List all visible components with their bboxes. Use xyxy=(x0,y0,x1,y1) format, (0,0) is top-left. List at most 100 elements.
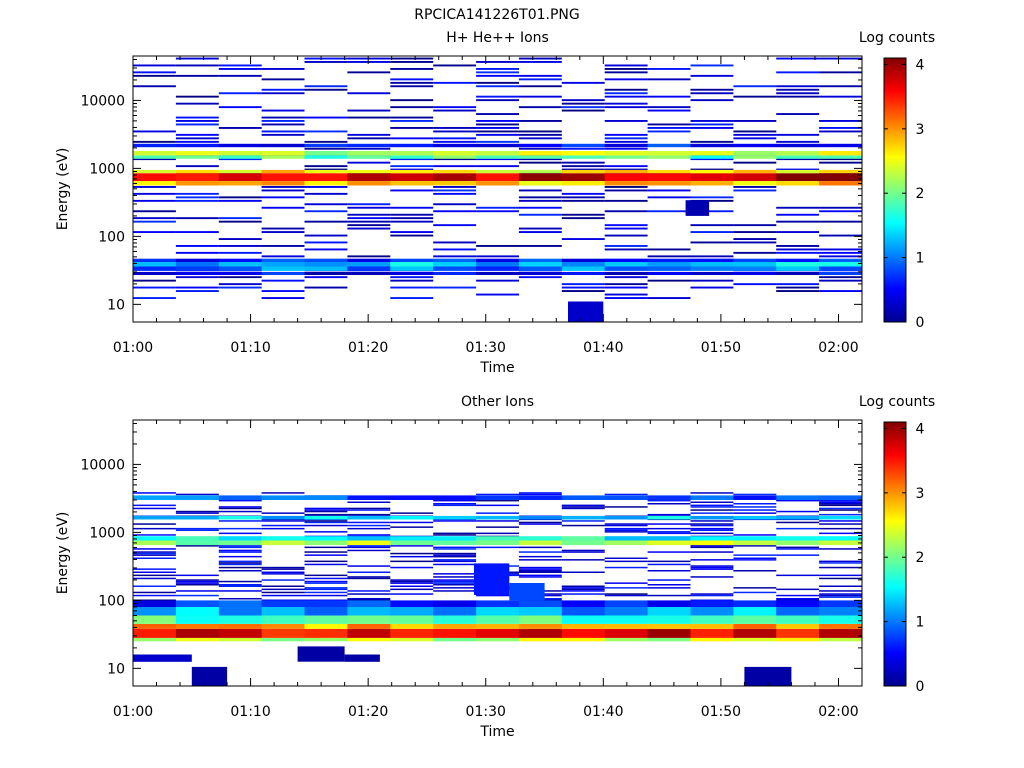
heatmap-cell xyxy=(218,106,262,109)
heatmap-band-cell xyxy=(690,600,734,607)
heatmap-band-cell xyxy=(175,600,220,607)
heatmap-band-cell xyxy=(175,169,220,174)
heatmap-cell xyxy=(304,513,348,516)
heatmap-cell xyxy=(518,161,562,164)
heatmap-cell xyxy=(133,220,176,223)
heatmap-band-cell xyxy=(304,262,348,267)
heatmap-band-cell xyxy=(347,515,391,520)
heatmap-cell xyxy=(261,520,305,522)
heatmap-cell xyxy=(218,520,262,522)
heatmap-band-cell xyxy=(776,271,820,275)
heatmap-cell xyxy=(647,560,691,563)
heatmap-cell xyxy=(261,123,305,126)
heatmap-cell xyxy=(261,88,305,91)
heatmap-band-cell xyxy=(390,615,434,624)
heatmap-cell xyxy=(647,503,691,505)
heatmap-cell xyxy=(347,147,391,150)
heatmap-cell xyxy=(218,566,262,569)
heatmap-cell xyxy=(133,74,176,77)
heatmap-cell xyxy=(476,95,519,98)
heatmap-cell xyxy=(218,238,262,240)
heatmap-cell xyxy=(819,520,862,522)
heatmap-cell xyxy=(261,594,305,597)
panel-title: H+ He++ Ions xyxy=(446,30,549,46)
heatmap-cell xyxy=(476,99,519,102)
heatmap-cell xyxy=(175,493,219,496)
heatmap-cell xyxy=(819,206,862,209)
heatmap-cell xyxy=(133,554,176,556)
heatmap-cell xyxy=(133,140,176,143)
heatmap-cell xyxy=(390,61,434,63)
heatmap-cell xyxy=(604,120,648,122)
heatmap-cell xyxy=(518,227,562,230)
heatmap-cell xyxy=(347,571,391,573)
heatmap-band-cell xyxy=(218,600,263,607)
heatmap-band-cell xyxy=(261,515,305,520)
heatmap-cell xyxy=(347,206,391,209)
heatmap-cell xyxy=(819,503,862,505)
heatmap-cell xyxy=(690,599,734,601)
heatmap-band-cell xyxy=(647,628,691,638)
heatmap-band-cell xyxy=(133,266,177,271)
heatmap-band-cell xyxy=(390,536,434,541)
heatmap-band-cell xyxy=(218,262,263,267)
heatmap-cell xyxy=(690,492,734,494)
heatmap-cell xyxy=(433,554,477,556)
heatmap-cell xyxy=(347,509,391,511)
heatmap-band-cell xyxy=(218,169,263,174)
heatmap-cell xyxy=(819,210,862,213)
heatmap-cell xyxy=(133,217,176,220)
heatmap-cell xyxy=(604,210,648,213)
heatmap-cell xyxy=(347,224,391,227)
heatmap-cell xyxy=(776,95,820,98)
heatmap-cell xyxy=(390,220,434,223)
heatmap-band-cell xyxy=(518,181,563,186)
heatmap-band-cell xyxy=(647,623,691,629)
heatmap-cell xyxy=(433,552,477,555)
heatmap-cell xyxy=(218,532,262,535)
heatmap-cell xyxy=(433,546,477,549)
heatmap-cell xyxy=(304,147,348,150)
heatmap-band-cell xyxy=(690,615,734,624)
heatmap-band-cell xyxy=(347,262,391,267)
heatmap-band-cell xyxy=(390,628,434,638)
heatmap-cell xyxy=(261,571,305,573)
heatmap-band-cell xyxy=(733,151,777,156)
heatmap-cell xyxy=(476,81,519,84)
heatmap-band-cell xyxy=(690,536,734,541)
heatmap-cell xyxy=(690,576,734,578)
heatmap-band-cell xyxy=(819,143,863,148)
heatmap-band-cell xyxy=(476,266,520,271)
heatmap-band-cell xyxy=(390,623,434,629)
heatmap-cell xyxy=(433,520,477,522)
heatmap-cell xyxy=(733,534,777,536)
x-tick-label: 01:20 xyxy=(348,340,388,356)
heatmap-cell xyxy=(819,161,862,164)
heatmap-cell xyxy=(218,286,262,289)
heatmap-cell xyxy=(218,74,262,77)
heatmap-band-cell xyxy=(690,262,734,267)
heatmap-band-cell xyxy=(304,638,348,642)
heatmap-band-cell xyxy=(304,540,348,546)
heatmap-cell xyxy=(261,599,305,601)
x-tick-label: 01:40 xyxy=(583,340,623,356)
heatmap-cell xyxy=(347,521,391,524)
heatmap-patch xyxy=(685,200,710,216)
heatmap-band-cell xyxy=(218,155,263,159)
heatmap-band-cell xyxy=(175,155,220,159)
heatmap-cell xyxy=(433,248,477,251)
heatmap-cell xyxy=(690,523,734,525)
heatmap-band-cell xyxy=(347,623,391,629)
heatmap-cell xyxy=(733,137,777,140)
heatmap-band-cell xyxy=(819,181,863,186)
heatmap-cell xyxy=(390,165,434,168)
heatmap-cell xyxy=(433,137,477,140)
heatmap-cell xyxy=(133,594,176,597)
y-tick-label: 10 xyxy=(107,661,125,677)
heatmap-band-cell xyxy=(304,143,348,148)
heatmap-cell xyxy=(733,251,777,254)
heatmap-cell xyxy=(261,227,305,230)
heatmap-cell xyxy=(733,509,777,511)
heatmap-cell xyxy=(218,598,262,600)
heatmap-cell xyxy=(261,130,305,133)
